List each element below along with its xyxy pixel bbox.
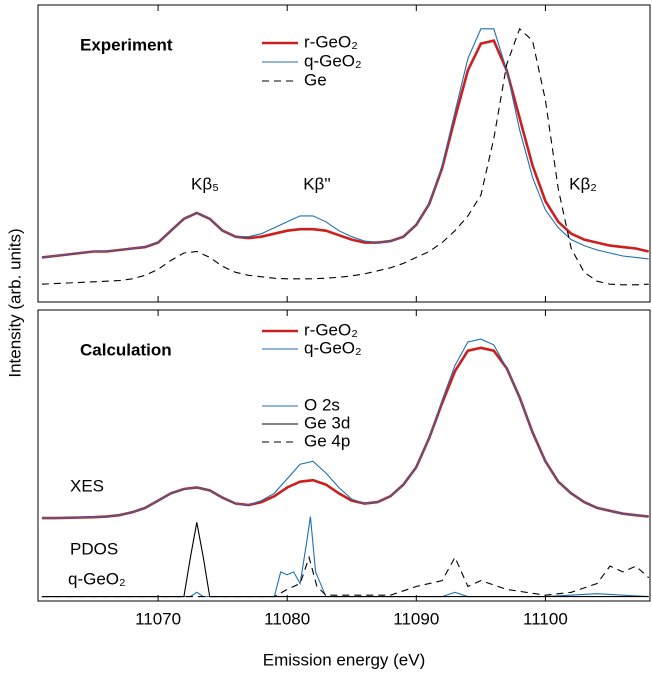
annotation: XES xyxy=(70,476,104,495)
legend-label: Ge 4p xyxy=(304,431,350,450)
annotation: q-GeO₂ xyxy=(68,569,126,588)
series-line xyxy=(41,555,650,598)
y-axis-label: Intensity (arb. units) xyxy=(5,228,24,377)
legend-label: q-GeO₂ xyxy=(304,338,362,357)
annotation: Kβ'' xyxy=(303,174,331,193)
annotation: Kβ₅ xyxy=(191,174,219,193)
series-line xyxy=(41,27,649,286)
plot-frame xyxy=(37,4,651,303)
legend-label: O 2s xyxy=(304,395,340,414)
plot-frame xyxy=(37,309,651,602)
annotation: Calculation xyxy=(80,340,172,359)
series-line xyxy=(41,522,649,598)
legend-label: r-GeO₂ xyxy=(304,320,358,339)
series-line xyxy=(41,516,649,598)
annotation: PDOS xyxy=(70,539,118,558)
series-line xyxy=(41,39,649,259)
annotation: Experiment xyxy=(80,35,173,54)
legend-label: Ge xyxy=(304,70,327,89)
x-tick-label: 11100 xyxy=(523,609,568,628)
series-line xyxy=(41,338,649,519)
annotation: Kβ₂ xyxy=(569,174,597,193)
x-tick-label: 11080 xyxy=(264,609,310,628)
x-tick-label: 11070 xyxy=(135,609,181,628)
series-line xyxy=(41,28,649,260)
legend-label: Ge 3d xyxy=(304,413,350,432)
legend-label: q-GeO₂ xyxy=(304,51,362,70)
x-tick-label: 11090 xyxy=(393,609,439,628)
x-axis-label: Emission energy (eV) xyxy=(263,650,426,669)
legend-label: r-GeO₂ xyxy=(304,32,358,51)
